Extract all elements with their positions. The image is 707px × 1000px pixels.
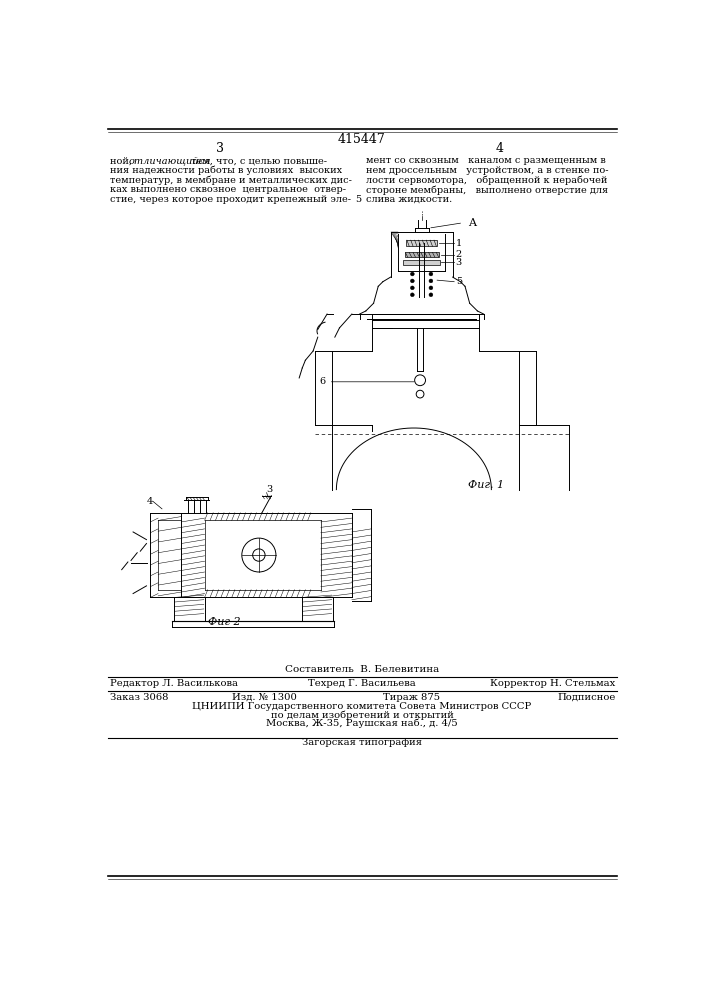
Bar <box>404 252 438 257</box>
Text: 3: 3 <box>267 485 273 494</box>
Text: отличающийся: отличающийся <box>129 156 211 165</box>
Text: мент со сквозным   каналом с размещенным в: мент со сквозным каналом с размещенным в <box>366 156 606 165</box>
Text: ной,: ной, <box>110 156 135 165</box>
Text: Фиг 2: Фиг 2 <box>209 617 241 627</box>
Text: 6: 6 <box>320 377 325 386</box>
Circle shape <box>429 286 433 290</box>
Text: 5: 5 <box>355 195 361 204</box>
Text: Редактор Л. Василькова: Редактор Л. Василькова <box>110 679 238 688</box>
Circle shape <box>410 286 414 290</box>
Circle shape <box>410 293 414 297</box>
Text: 2: 2 <box>456 250 462 259</box>
Text: Подписное: Подписное <box>557 693 615 702</box>
Text: слива жидкости.: слива жидкости. <box>366 195 452 204</box>
Text: по делам изобретений и открытий: по делам изобретений и открытий <box>271 710 453 720</box>
Text: ЦНИИПИ Государственного комитета Совета Министров СССР: ЦНИИПИ Государственного комитета Совета … <box>192 702 532 711</box>
Text: стие, через которое проходит крепежный эле-: стие, через которое проходит крепежный э… <box>110 195 351 204</box>
Circle shape <box>410 272 414 276</box>
Text: 1: 1 <box>456 239 462 248</box>
Text: 3: 3 <box>216 142 224 155</box>
Text: 5: 5 <box>456 277 462 286</box>
Text: ках выполнено сквозное  центральное  отвер-: ках выполнено сквозное центральное отвер… <box>110 185 346 194</box>
Text: 4: 4 <box>146 497 153 506</box>
Text: Тираж 875: Тираж 875 <box>383 693 440 702</box>
Text: ния надежности работы в условиях  высоких: ния надежности работы в условиях высоких <box>110 166 342 175</box>
Text: Изд. № 1300: Изд. № 1300 <box>232 693 297 702</box>
Text: температур, в мембране и металлических дис-: температур, в мембране и металлических д… <box>110 175 352 185</box>
Text: Москва, Ж-35, Раушская наб., д. 4/5: Москва, Ж-35, Раушская наб., д. 4/5 <box>266 719 458 728</box>
Text: Корректор Н. Стельмах: Корректор Н. Стельмах <box>490 679 615 688</box>
Bar <box>406 240 437 246</box>
Circle shape <box>429 272 433 276</box>
Text: лости сервомотора,   обращенной к нерабочей: лости сервомотора, обращенной к нерабоче… <box>366 175 607 185</box>
Text: 4: 4 <box>495 142 503 155</box>
Circle shape <box>429 293 433 297</box>
Text: Загорская типография: Загорская типография <box>302 738 422 747</box>
Text: стороне мембраны,   выполнено отверстие для: стороне мембраны, выполнено отверстие дл… <box>366 185 608 195</box>
Circle shape <box>429 279 433 283</box>
Text: Заказ 3068: Заказ 3068 <box>110 693 168 702</box>
Text: A: A <box>468 218 476 228</box>
Text: тем, что, с целью повыше-: тем, что, с целью повыше- <box>187 156 327 165</box>
Text: Фиг. 1: Фиг. 1 <box>468 480 504 490</box>
Text: 3: 3 <box>456 258 462 267</box>
Text: нем дроссельным   устройством, а в стенке по-: нем дроссельным устройством, а в стенке … <box>366 166 608 175</box>
Circle shape <box>410 279 414 283</box>
Text: 415447: 415447 <box>338 133 386 146</box>
Text: Составитель  В. Белевитина: Составитель В. Белевитина <box>285 665 439 674</box>
Text: Техред Г. Васильева: Техред Г. Васильева <box>308 679 416 688</box>
Bar <box>403 260 440 265</box>
